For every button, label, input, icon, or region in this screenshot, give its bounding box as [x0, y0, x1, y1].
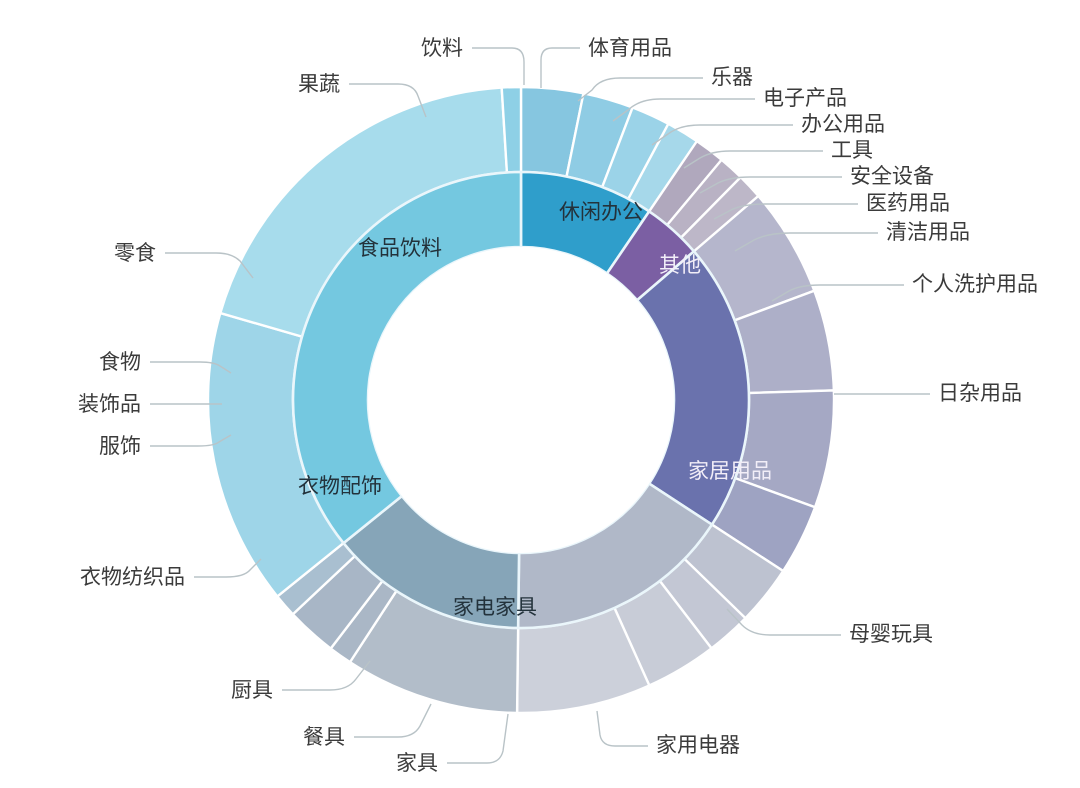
label-shiwu-leader-line — [150, 361, 232, 374]
label-bangongyongpin: 办公用品 — [801, 113, 885, 136]
label-yiwufangzhipin-leader-line — [194, 558, 262, 578]
label-anquanshebei-leader-line — [699, 176, 842, 194]
label-dianzichanpin-leader-line — [612, 98, 755, 122]
label-tiyuyongpin: 体育用品 — [588, 37, 672, 60]
label-qingjieyongpin-leader-line — [734, 232, 878, 252]
label-inner-jiajuyongpin: 家居用品 — [688, 460, 772, 483]
inner-ring-group — [291, 170, 751, 630]
label-yinliao: 饮料 — [421, 37, 463, 60]
label-fushi-leader-line — [150, 434, 232, 447]
label-muyingwanju: 母婴玩具 — [849, 623, 933, 646]
label-inner-jiadianjiaju: 家电家具 — [453, 596, 537, 619]
label-inner-shipinyinliao: 食品饮料 — [358, 237, 442, 260]
label-leqi-leader-line — [577, 77, 703, 102]
label-yiyaoyongpin-leader-line — [713, 203, 858, 220]
label-chuju: 厨具 — [231, 679, 273, 702]
label-gongju-leader-line — [683, 150, 823, 169]
label-muyingwanju-leader-line — [726, 608, 841, 636]
label-lingshi-leader-line — [165, 252, 254, 279]
label-fushi: 服饰 — [99, 435, 141, 458]
label-inner-yiwupeishi: 衣物配饰 — [298, 475, 382, 498]
donut-center-hole — [368, 247, 674, 553]
label-tiyuyongpin-leader-line — [540, 47, 580, 88]
label-jiayongdianqi-leader-line — [596, 710, 648, 747]
leader-lines-group — [150, 47, 930, 764]
label-gongju: 工具 — [831, 139, 873, 162]
label-bangongyongpin-leader-line — [651, 124, 793, 146]
label-yiwufangzhipin: 衣物纺织品 — [80, 566, 185, 589]
label-dianzichanpin: 电子产品 — [763, 87, 847, 110]
label-rizayongpin: 日杂用品 — [938, 382, 1022, 405]
label-yiyaoyongpin: 医药用品 — [866, 192, 950, 215]
label-leqi: 乐器 — [711, 66, 753, 89]
label-jiayongdianqi: 家用电器 — [656, 734, 740, 757]
label-guoshu: 果蔬 — [298, 73, 340, 96]
label-canju: 餐具 — [303, 726, 345, 749]
outer-labels-group: 饮料 体育用品乐器电子产品办公用品工具安全设备医药用品清洁用品个人洗护用品日杂用品… — [78, 37, 1038, 775]
label-lingshi: 零食 — [114, 242, 156, 265]
label-jiaju: 家具 — [396, 752, 438, 775]
label-chuju-leader-line — [282, 660, 371, 691]
label-gerenxihuyongpin-leader-line — [771, 284, 904, 302]
label-qingjieyongpin: 清洁用品 — [886, 221, 970, 244]
label-guoshu-leader-line — [349, 83, 427, 118]
label-inner-xiuxianbangong: 休闲办公 — [559, 201, 643, 224]
label-gerenxihuyongpin: 个人洗护用品 — [912, 273, 1038, 296]
outer-ring-group — [206, 85, 836, 715]
label-shiwu: 食物 — [99, 351, 141, 374]
label-zhuangshipin: 装饰品 — [78, 393, 141, 416]
label-inner-qita: 其他 — [659, 254, 701, 277]
label-anquanshebei: 安全设备 — [850, 165, 934, 188]
label-canju-leader-line — [354, 703, 432, 738]
label-yinliao-leader-line — [472, 47, 525, 85]
label-jiaju-leader-line — [447, 713, 509, 764]
